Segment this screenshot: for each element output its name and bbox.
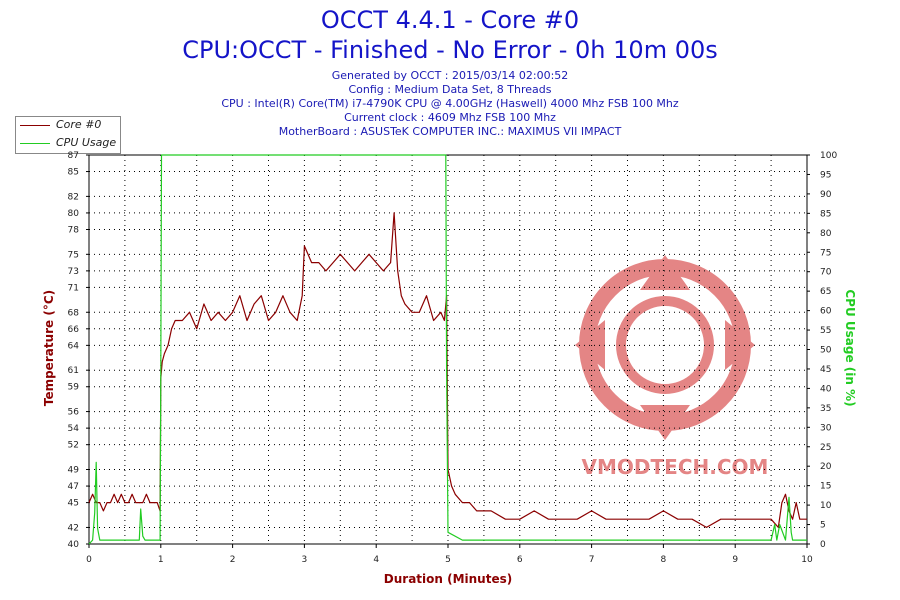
y-tick-label: 71 <box>68 283 79 293</box>
y2-axis-label: CPU Usage (in %) <box>843 289 857 406</box>
x-tick-label: 9 <box>732 555 738 565</box>
y-tick-label: 68 <box>68 308 80 318</box>
y2-tick-label: 5 <box>820 521 826 531</box>
y-tick-label: 45 <box>68 499 79 509</box>
legend-swatch-core0 <box>20 125 50 126</box>
y2-tick-label: 85 <box>820 209 831 219</box>
y-tick-label: 52 <box>68 441 79 451</box>
y2-tick-label: 95 <box>820 170 831 180</box>
y-tick-label: 40 <box>68 540 80 550</box>
x-tick-label: 4 <box>373 555 379 565</box>
info-generated: Generated by OCCT : 2015/03/14 02:00:52 <box>331 69 569 82</box>
chart-title: OCCT 4.4.1 - Core #0 <box>320 6 580 34</box>
series-line-core0 <box>88 212 807 528</box>
y-tick-label: 49 <box>68 466 80 476</box>
watermark-text: VMODTECH.COM <box>582 455 769 479</box>
y2-tick-label: 15 <box>820 482 831 492</box>
y-tick-label: 82 <box>68 192 79 202</box>
y2-tick-label: 60 <box>820 307 832 317</box>
y2-tick-label: 55 <box>820 326 831 336</box>
legend-label-core0: Core #0 <box>56 118 102 131</box>
y-tick-label: 64 <box>68 341 80 351</box>
y-axis-label: Temperature (°C) <box>42 290 56 406</box>
info-cpu: CPU : Intel(R) Core(TM) i7-4790K CPU @ 4… <box>221 97 679 110</box>
x-tick-label: 0 <box>86 555 92 565</box>
legend: Core #0 CPU Usage <box>15 116 121 154</box>
info-motherboard: MotherBoard : ASUSTeK COMPUTER INC.: MAX… <box>278 125 622 138</box>
y-tick-label: 56 <box>68 408 80 418</box>
y-tick-label: 54 <box>68 424 80 434</box>
y2-tick-label: 10 <box>820 501 832 511</box>
series-line-cpu-usage <box>88 154 807 545</box>
y2-tick-label: 45 <box>820 365 831 375</box>
y-tick-label: 66 <box>68 325 80 335</box>
info-config: Config : Medium Data Set, 8 Threads <box>348 83 552 96</box>
y2-tick-label: 20 <box>820 462 832 472</box>
y-tick-label: 47 <box>68 482 79 492</box>
x-tick-label: 1 <box>158 555 164 565</box>
x-tick-label: 8 <box>661 555 667 565</box>
y-tick-label: 42 <box>68 523 79 533</box>
legend-swatch-cpu-usage <box>20 143 50 144</box>
y2-tick-label: 90 <box>820 190 832 200</box>
x-tick-label: 7 <box>589 555 595 565</box>
legend-item-core0: Core #0 <box>16 117 120 133</box>
y2-tick-label: 40 <box>820 384 832 394</box>
watermark-top-shape <box>640 255 690 290</box>
y2-tick-label: 65 <box>820 287 831 297</box>
y2-tick-label: 80 <box>820 229 832 239</box>
chart-subtitle: CPU:OCCT - Finished - No Error - 0h 10m … <box>182 36 718 64</box>
x-tick-label: 5 <box>445 555 451 565</box>
y-tick-label: 61 <box>68 366 79 376</box>
x-tick-label: 3 <box>302 555 308 565</box>
y2-tick-label: 0 <box>820 540 826 550</box>
watermark-bottom-shape <box>640 405 690 440</box>
y-tick-label: 85 <box>68 168 79 178</box>
y-tick-label: 78 <box>68 225 80 235</box>
y-tick-label: 80 <box>68 209 80 219</box>
legend-label-cpu-usage: CPU Usage <box>56 136 117 149</box>
y2-tick-label: 100 <box>820 151 837 161</box>
x-tick-label: 6 <box>517 555 523 565</box>
x-tick-label: 10 <box>801 555 813 565</box>
y2-tick-label: 70 <box>820 268 832 278</box>
y-tick-label: 87 <box>68 151 79 161</box>
y2-tick-label: 35 <box>820 404 831 414</box>
y-tick-label: 73 <box>68 267 79 277</box>
y2-tick-label: 25 <box>820 443 831 453</box>
x-axis-label: Duration (Minutes) <box>384 572 512 586</box>
y2-tick-label: 50 <box>820 346 832 356</box>
y-tick-label: 59 <box>68 383 80 393</box>
y2-tick-label: 75 <box>820 248 831 258</box>
y-tick-label: 75 <box>68 250 79 260</box>
y2-tick-label: 30 <box>820 423 832 433</box>
info-clock: Current clock : 4609 Mhz FSB 100 Mhz <box>344 111 556 124</box>
x-tick-label: 2 <box>230 555 236 565</box>
legend-item-cpu-usage: CPU Usage <box>16 135 120 151</box>
